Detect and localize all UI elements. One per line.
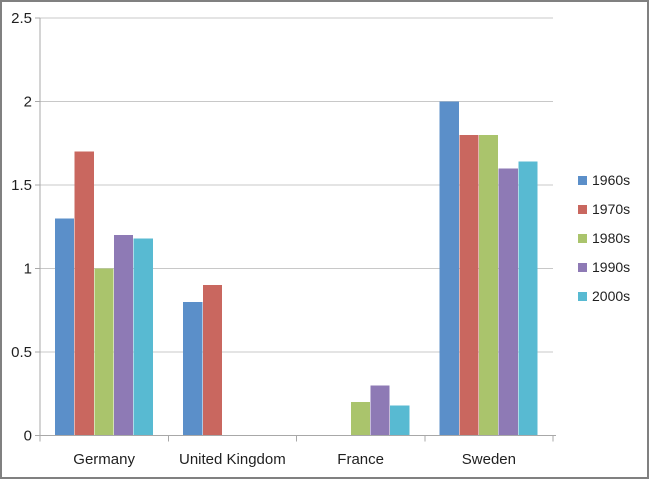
y-axis-label: 2.5 <box>11 10 32 27</box>
bar-sweden-1980s <box>479 134 499 436</box>
bar-sweden-1970s <box>459 134 479 436</box>
x-axis-category-label: Sweden <box>462 451 516 468</box>
y-axis-label: 1 <box>24 261 32 278</box>
bar-germany-1960s <box>54 218 75 436</box>
legend-swatch-1960s <box>578 176 587 185</box>
bar-germany-1980s <box>94 268 114 436</box>
legend-swatch-1990s <box>578 263 587 272</box>
y-axis-label: 1.5 <box>11 177 32 194</box>
legend-label-2000s: 2000s <box>592 288 630 304</box>
legend-label-1970s: 1970s <box>592 201 630 217</box>
legend-swatch-1980s <box>578 234 587 243</box>
bar-united-kingdom-1960s <box>183 301 203 436</box>
bar-germany-1990s <box>113 235 134 436</box>
legend-label-1980s: 1980s <box>592 230 630 246</box>
bar-germany-2000s <box>133 238 153 436</box>
bar-sweden-2000s <box>518 161 538 436</box>
x-axis-category-label: France <box>337 451 384 468</box>
bar-united-kingdom-1970s <box>202 285 223 436</box>
legend-label-1960s: 1960s <box>592 172 630 188</box>
bar-france-1980s <box>350 402 370 436</box>
y-axis-label: 2 <box>24 94 32 111</box>
x-axis-category-label: Germany <box>73 451 135 468</box>
bar-germany-1970s <box>74 151 94 436</box>
legend-label-1990s: 1990s <box>592 259 630 275</box>
bar-france-2000s <box>390 405 410 436</box>
x-axis-category-label: United Kingdom <box>179 451 286 468</box>
legend-swatch-1970s <box>578 205 587 214</box>
y-axis-label: 0.5 <box>11 344 32 361</box>
bar-sweden-1960s <box>439 101 459 436</box>
y-axis-label: 0 <box>24 428 32 445</box>
bar-france-1990s <box>370 385 390 436</box>
bar-sweden-1990s <box>498 168 518 436</box>
legend-swatch-2000s <box>578 292 587 301</box>
